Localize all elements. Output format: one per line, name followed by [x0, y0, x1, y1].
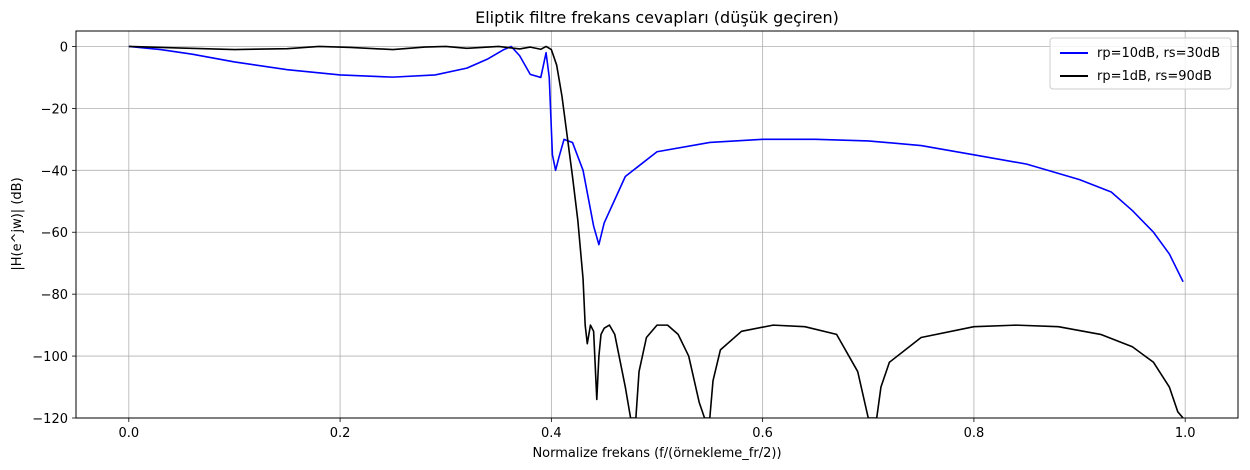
- series-line-1: [128, 45, 1184, 283]
- chart-title: Eliptik filtre frekans cevapları (düşük …: [475, 8, 839, 27]
- x-tick-label: 0.0: [118, 426, 139, 441]
- legend-label-series-1: rp=10dB, rs=30dB: [1097, 46, 1220, 61]
- y-tick-label: −40: [41, 164, 68, 179]
- series-line-2: [128, 45, 1184, 418]
- y-tick-label: −20: [41, 102, 68, 117]
- legend-label-series-2: rp=1dB, rs=90dB: [1097, 69, 1212, 84]
- x-tick-label: 0.6: [752, 426, 773, 441]
- y-tick-label: −120: [32, 412, 68, 427]
- x-tick-label: 1.0: [1175, 426, 1196, 441]
- x-axis-label: Normalize frekans (f/(örnekleme_fr/2)): [532, 446, 781, 461]
- plot-area: [128, 45, 1184, 418]
- legend-box: [1049, 37, 1232, 90]
- y-tick-label: −100: [32, 350, 68, 365]
- y-axis-label: |H(e^jw)| (dB): [10, 177, 25, 270]
- y-axis: 0 −20 −40 −60 −80 −100 −120: [32, 40, 76, 427]
- y-tick-label: 0: [60, 40, 68, 55]
- plot-frame: [75, 30, 1239, 419]
- y-tick-label: −80: [41, 288, 68, 303]
- y-tick-label: −60: [41, 226, 68, 241]
- x-tick-label: 0.4: [541, 426, 562, 441]
- x-axis: 0.0 0.2 0.4 0.6 0.8 1.0: [118, 418, 1196, 441]
- x-tick-label: 0.8: [964, 426, 985, 441]
- x-tick-label: 0.2: [330, 426, 351, 441]
- legend: rp=10dB, rs=30dB rp=1dB, rs=90dB: [1049, 37, 1232, 90]
